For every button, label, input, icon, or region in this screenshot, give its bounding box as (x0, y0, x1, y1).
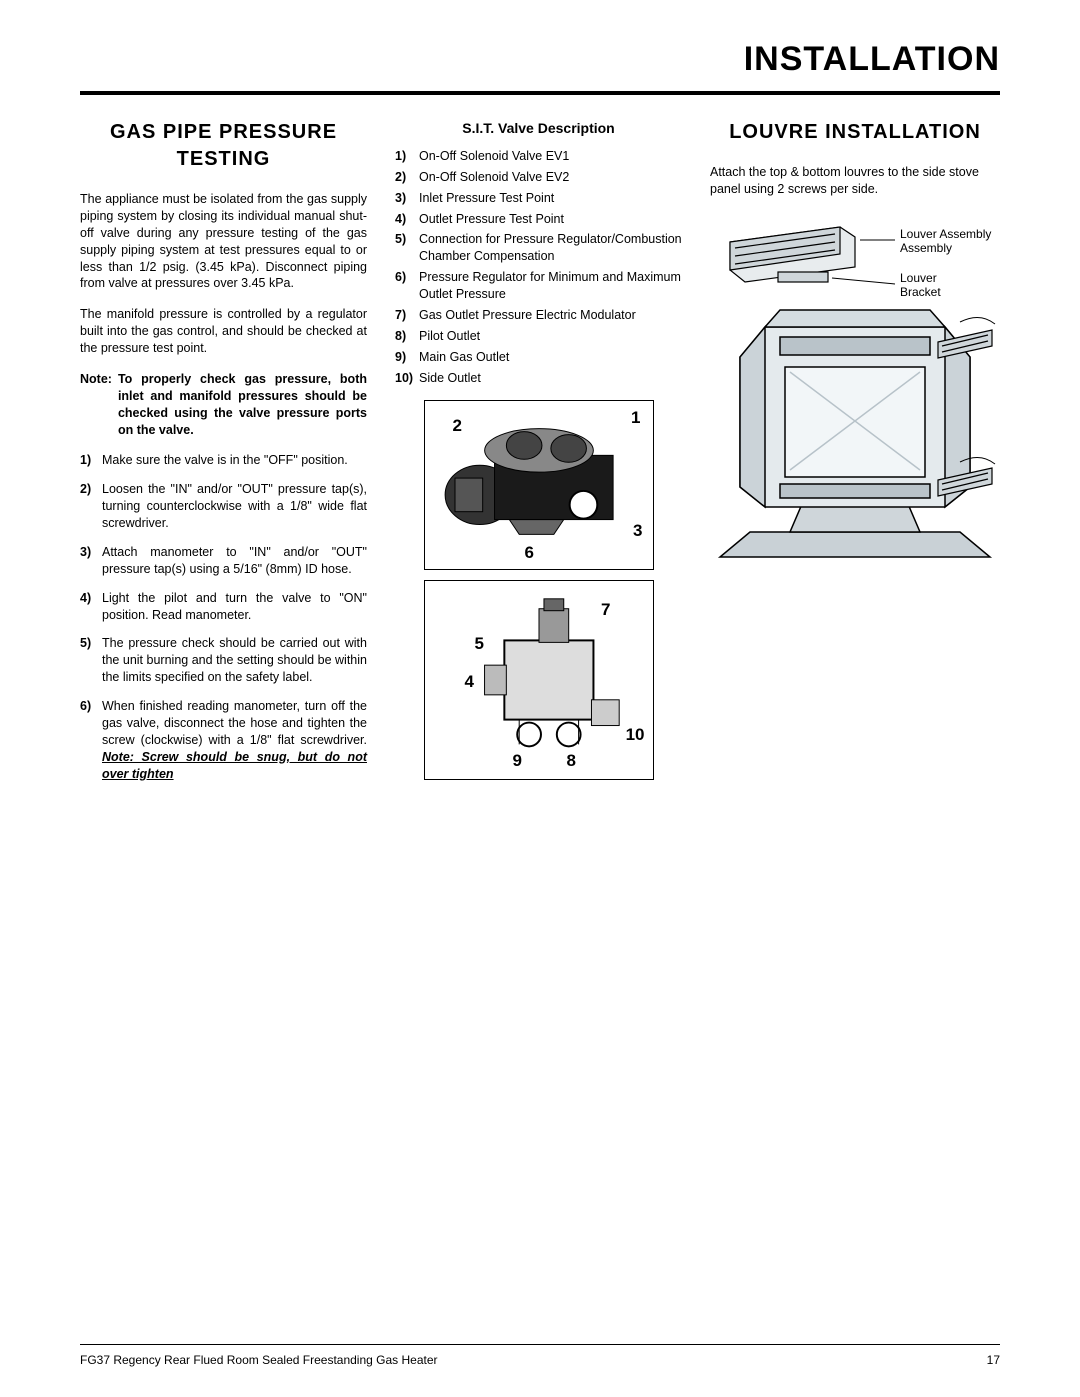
col2-heading: S.I.T. Valve Description (395, 119, 682, 138)
dlabel-2: 2 (453, 415, 462, 438)
col3-para1: Attach the top & bottom louvres to the s… (710, 164, 1000, 198)
valve-item-1: 1)On-Off Solenoid Valve EV1 (395, 148, 682, 165)
col1-steps: 1)Make sure the valve is in the "OFF" po… (80, 452, 367, 782)
valve-item-6: 6)Pressure Regulator for Minimum and Max… (395, 269, 682, 303)
valve-item-9-text: Main Gas Outlet (419, 349, 682, 366)
valve-item-8: 8)Pilot Outlet (395, 328, 682, 345)
col1-note: Note: To properly check gas pressure, bo… (80, 371, 367, 439)
page-footer: FG37 Regency Rear Flued Room Sealed Free… (80, 1336, 1000, 1367)
valve-diagram-2-svg (425, 581, 653, 779)
stove-diagram: Louver Assembly Assembly Louver Bracket (710, 212, 1000, 572)
step-2: 2)Loosen the "IN" and/or "OUT" pressure … (80, 481, 367, 532)
step-4: 4)Light the pilot and turn the valve to … (80, 590, 367, 624)
dlabel-4: 4 (465, 671, 474, 694)
page-title: INSTALLATION (80, 40, 1000, 79)
valve-item-2: 2)On-Off Solenoid Valve EV2 (395, 169, 682, 186)
valve-item-3: 3)Inlet Pressure Test Point (395, 190, 682, 207)
col3-heading: LOUVRE INSTALLATION (710, 119, 1000, 146)
dlabel-9: 9 (513, 750, 522, 773)
valve-item-10: 10)Side Outlet (395, 370, 682, 387)
note-body: To properly check gas pressure, both inl… (112, 371, 367, 439)
footer-page-number: 17 (987, 1353, 1000, 1367)
valve-item-1-text: On-Off Solenoid Valve EV1 (419, 148, 682, 165)
step-6-emph: Note: Screw should be snug, but do not o… (102, 750, 367, 781)
col1-heading: GAS PIPE PRESSURE TESTING (80, 119, 367, 173)
valve-item-5: 5)Connection for Pressure Regulator/Comb… (395, 231, 682, 265)
valve-item-4: 4)Outlet Pressure Test Point (395, 211, 682, 228)
col1-para1: The appliance must be isolated from the … (80, 191, 367, 292)
dlabel-6: 6 (525, 542, 534, 565)
column-gas-pipe: GAS PIPE PRESSURE TESTING The appliance … (80, 119, 367, 794)
step-5-text: The pressure check should be carried out… (102, 635, 367, 686)
step-3-text: Attach manometer to "IN" and/or "OUT" pr… (102, 544, 367, 578)
valve-diagram-2: 7 5 4 9 8 10 (424, 580, 654, 780)
note-label: Note: (80, 371, 112, 439)
header-rule (80, 91, 1000, 95)
footer-rule (80, 1344, 1000, 1345)
callout-louver-assembly: Louver Assembly (900, 227, 991, 241)
valve-item-6-text: Pressure Regulator for Minimum and Maxim… (419, 269, 682, 303)
dlabel-8: 8 (567, 750, 576, 773)
valve-item-5-text: Connection for Pressure Regulator/Combus… (419, 231, 682, 265)
step-1: 1)Make sure the valve is in the "OFF" po… (80, 452, 367, 469)
valve-item-7-text: Gas Outlet Pressure Electric Modulator (419, 307, 682, 324)
valve-item-3-text: Inlet Pressure Test Point (419, 190, 682, 207)
dlabel-7: 7 (601, 599, 610, 622)
step-2-text: Loosen the "IN" and/or "OUT" pressure ta… (102, 481, 367, 532)
step-5: 5)The pressure check should be carried o… (80, 635, 367, 686)
dlabel-1: 1 (631, 407, 640, 430)
step-4-text: Light the pilot and turn the valve to "O… (102, 590, 367, 624)
dlabel-10: 10 (626, 724, 645, 747)
valve-diagram-1: 1 2 3 6 (424, 400, 654, 570)
valve-item-8-text: Pilot Outlet (419, 328, 682, 345)
valve-item-2-text: On-Off Solenoid Valve EV2 (419, 169, 682, 186)
valve-item-9: 9)Main Gas Outlet (395, 349, 682, 366)
callout-louver-bracket: Louver (900, 271, 937, 285)
valve-item-7: 7)Gas Outlet Pressure Electric Modulator (395, 307, 682, 324)
column-louvre: LOUVRE INSTALLATION Attach the top & bot… (710, 119, 1000, 794)
step-3: 3)Attach manometer to "IN" and/or "OUT" … (80, 544, 367, 578)
footer-left: FG37 Regency Rear Flued Room Sealed Free… (80, 1353, 438, 1367)
dlabel-3: 3 (633, 520, 642, 543)
step-6-body: When finished reading manometer, turn of… (102, 699, 367, 747)
col1-para2: The manifold pressure is controlled by a… (80, 306, 367, 357)
valve-list: 1)On-Off Solenoid Valve EV1 2)On-Off Sol… (395, 148, 682, 387)
svg-text:Assembly: Assembly (900, 241, 952, 255)
content-columns: GAS PIPE PRESSURE TESTING The appliance … (80, 119, 1000, 794)
svg-text:Bracket: Bracket (900, 285, 941, 299)
valve-item-10-text: Side Outlet (419, 370, 682, 387)
step-6: 6)When finished reading manometer, turn … (80, 698, 367, 782)
column-valve: S.I.T. Valve Description 1)On-Off Soleno… (395, 119, 682, 794)
step-6-text: When finished reading manometer, turn of… (102, 698, 367, 782)
valve-item-4-text: Outlet Pressure Test Point (419, 211, 682, 228)
step-1-text: Make sure the valve is in the "OFF" posi… (102, 452, 367, 469)
dlabel-5: 5 (475, 633, 484, 656)
